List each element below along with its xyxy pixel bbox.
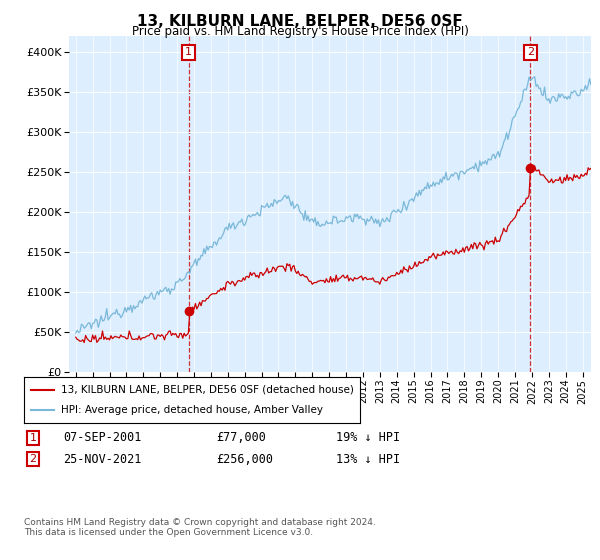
Text: £77,000: £77,000 bbox=[216, 431, 266, 445]
Text: 25-NOV-2021: 25-NOV-2021 bbox=[63, 452, 142, 466]
Text: 2: 2 bbox=[29, 454, 37, 464]
Text: 13, KILBURN LANE, BELPER, DE56 0SF: 13, KILBURN LANE, BELPER, DE56 0SF bbox=[137, 14, 463, 29]
Text: 2: 2 bbox=[527, 48, 534, 58]
Text: Price paid vs. HM Land Registry's House Price Index (HPI): Price paid vs. HM Land Registry's House … bbox=[131, 25, 469, 38]
Text: 13% ↓ HPI: 13% ↓ HPI bbox=[336, 452, 400, 466]
Text: 1: 1 bbox=[185, 48, 192, 58]
Text: 07-SEP-2001: 07-SEP-2001 bbox=[63, 431, 142, 445]
Text: Contains HM Land Registry data © Crown copyright and database right 2024.
This d: Contains HM Land Registry data © Crown c… bbox=[24, 518, 376, 538]
Text: 19% ↓ HPI: 19% ↓ HPI bbox=[336, 431, 400, 445]
Text: 13, KILBURN LANE, BELPER, DE56 0SF (detached house): 13, KILBURN LANE, BELPER, DE56 0SF (deta… bbox=[61, 385, 354, 395]
Text: HPI: Average price, detached house, Amber Valley: HPI: Average price, detached house, Ambe… bbox=[61, 405, 323, 415]
Text: 1: 1 bbox=[29, 433, 37, 443]
Text: £256,000: £256,000 bbox=[216, 452, 273, 466]
